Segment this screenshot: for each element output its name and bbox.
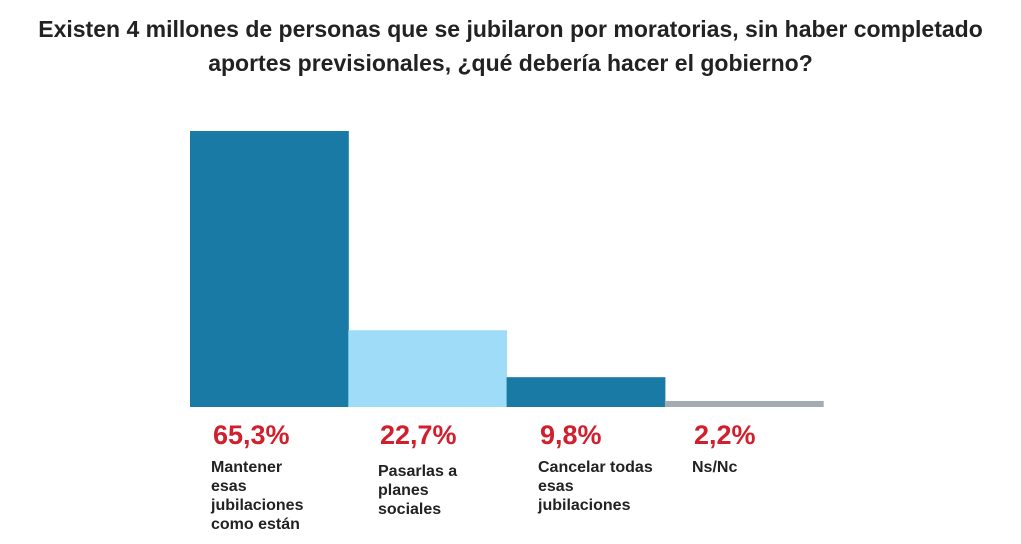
category-label: Mantener esas jubilaciones como están — [211, 459, 304, 533]
data-label: 22,7% — [380, 420, 457, 450]
chart-title: Existen 4 millones de personas que se ju… — [38, 16, 983, 76]
bar — [190, 131, 349, 407]
category-label: Cancelar todas esas jubilaciones — [538, 459, 653, 514]
category-label: Ns/Nc — [692, 459, 738, 476]
category-label: Pasarlas a planes sociales — [378, 463, 458, 518]
data-label: 2,2% — [694, 420, 756, 450]
bar — [348, 330, 508, 407]
data-label: 65,3% — [213, 420, 290, 450]
bar — [664, 400, 824, 407]
bar — [506, 377, 666, 407]
data-label: 9,8% — [540, 420, 602, 450]
